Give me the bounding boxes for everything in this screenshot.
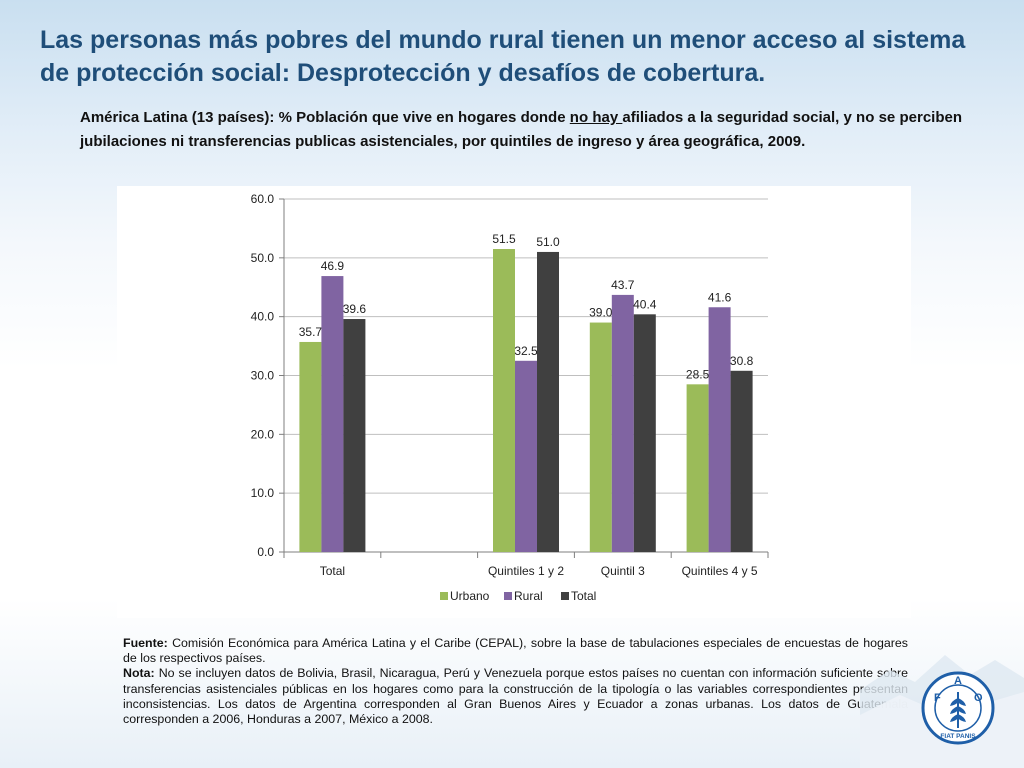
data-label: 32.5 <box>514 344 538 358</box>
bar-urbano <box>493 249 515 552</box>
bar-total <box>537 251 559 552</box>
bar-chart: 0.0 10.0 20.0 30.0 40.0 50.0 60.0 Total 35.7 46.9… <box>251 192 769 603</box>
y-tick-label: 10.0 <box>251 486 275 500</box>
data-label: 40.4 <box>633 297 657 311</box>
logo-letter-o: O <box>974 692 983 704</box>
data-label: 51.0 <box>536 235 560 249</box>
bar-rural <box>515 360 537 552</box>
data-label: 39.0 <box>589 306 613 320</box>
source-text: Comisión Económica para América Latina y… <box>123 636 908 666</box>
y-tick-label: 20.0 <box>251 427 275 441</box>
data-label: 39.6 <box>343 302 367 316</box>
x-tick-label: Total <box>320 564 345 578</box>
chart-panel: 0.0 10.0 20.0 30.0 40.0 50.0 60.0 Total 35.7 46.9… <box>117 186 911 618</box>
note-label: Nota: <box>123 666 155 681</box>
x-tick-label: Quintiles 1 y 2 <box>488 564 564 578</box>
data-label: 41.6 <box>708 290 732 304</box>
source-label: Fuente: <box>123 636 168 650</box>
logo-motto: FIAT PANIS <box>940 733 976 740</box>
data-label: 28.5 <box>686 367 710 381</box>
y-tick-label: 60.0 <box>251 192 275 206</box>
bar-urbano <box>686 384 709 552</box>
x-tick-label: Quintiles 4 y 5 <box>682 564 758 578</box>
note-text: No se incluyen datos de Bolivia, Brasil,… <box>123 666 908 727</box>
bar-urbano <box>589 322 612 552</box>
bar-rural <box>611 294 634 552</box>
bar-total <box>633 314 656 552</box>
x-tick-label: Quintil 3 <box>601 564 645 578</box>
logo-letter-f: F <box>934 692 941 704</box>
bar-rural <box>321 276 344 552</box>
data-label: 30.8 <box>730 354 754 368</box>
chart-subtitle: América Latina (13 países): % Población … <box>80 106 962 154</box>
y-tick-label: 50.0 <box>251 251 275 265</box>
subtitle-text-before: América Latina (13 países): % Población … <box>80 109 570 126</box>
bar-total <box>343 319 366 552</box>
y-tick-label: 40.0 <box>251 310 275 324</box>
bar-urbano <box>299 341 322 552</box>
data-label: 46.9 <box>321 259 345 273</box>
legend-label-total: Total <box>571 589 596 603</box>
note-line: Nota: No se incluyen datos de Bolivia, B… <box>123 666 908 727</box>
legend-label-rural: Rural <box>514 589 543 603</box>
legend-swatch-rural <box>504 592 512 600</box>
bar-rural <box>708 307 731 552</box>
y-tick-label: 30.0 <box>251 369 275 383</box>
bar-total <box>730 370 753 552</box>
data-label: 43.7 <box>611 278 635 292</box>
logo-letter-a: A <box>954 675 962 687</box>
source-line: Fuente: Comisión Económica para América … <box>123 636 908 666</box>
legend-label-urbano: Urbano <box>450 589 490 603</box>
subtitle-text-after: afiliados a la seguridad social, y no se… <box>80 109 962 150</box>
subtitle-underlined-text: no hay <box>569 109 623 126</box>
legend-swatch-total <box>561 592 569 600</box>
source-notes: Fuente: Comisión Económica para América … <box>123 636 908 727</box>
legend-swatch-urbano <box>440 592 448 600</box>
data-label: 51.5 <box>492 232 516 246</box>
y-tick-label: 0.0 <box>257 545 274 559</box>
fao-logo: F A O FIAT PANIS <box>921 671 995 745</box>
data-label: 35.7 <box>299 325 323 339</box>
page-title: Las personas más pobres del mundo rural … <box>40 26 966 87</box>
